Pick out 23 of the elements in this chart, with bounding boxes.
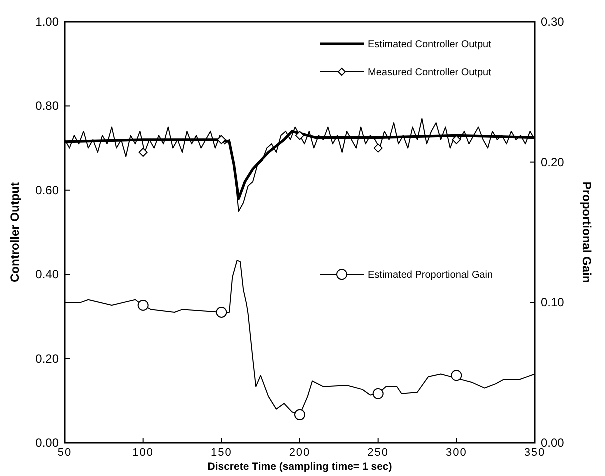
x-tick-label: 100	[132, 447, 154, 459]
y2-tick-label: 0.20	[541, 155, 565, 170]
y2-axis-title: Proportional Gain	[580, 182, 594, 284]
y2-tick-label: 0.00	[541, 436, 565, 450]
y-tick-label: 0.40	[36, 268, 60, 282]
y-tick-label: 1.00	[36, 15, 60, 29]
x-tick-label: 250	[368, 447, 390, 459]
x-tick-label: 300	[446, 447, 468, 459]
y2-tick-label: 0.10	[541, 296, 565, 310]
y-tick-label: 0.00	[36, 436, 60, 450]
y-tick-label: 0.80	[36, 99, 60, 114]
x-tick-label: 200	[289, 447, 311, 459]
x-tick-label: 150	[210, 447, 232, 459]
legend-label: Estimated Proportional Gain	[368, 270, 494, 282]
x-axis-title: Discrete Time (sampling time= 1 sec)	[208, 461, 392, 473]
y-tick-label: 0.60	[36, 183, 60, 198]
x-tick-label: 50	[58, 447, 72, 459]
y-axis-title: Controller Output	[8, 182, 22, 282]
legend-label: Measured Controller Output	[368, 68, 492, 78]
legend-label: Estimated Controller Output	[368, 40, 492, 50]
y-tick-label: 0.20	[36, 352, 60, 366]
x-tick-label: 350	[524, 447, 546, 459]
y2-tick-label: 0.30	[541, 15, 565, 29]
